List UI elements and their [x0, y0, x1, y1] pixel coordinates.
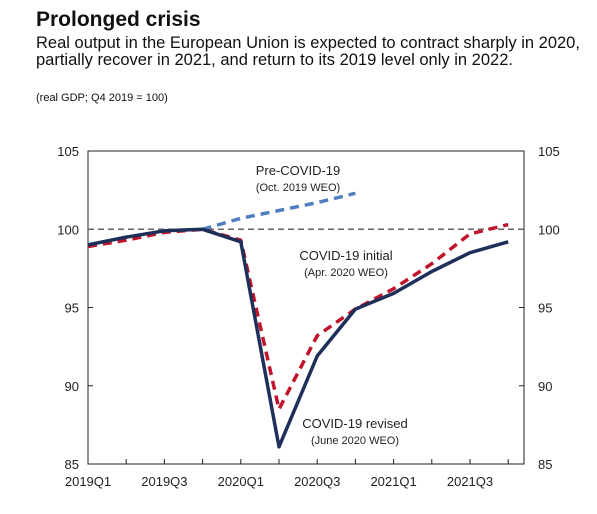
series-covid-initial-line	[87, 222, 509, 411]
label-covid-initial: COVID-19 initial	[299, 248, 392, 263]
y-tick-label-left: 105	[57, 144, 79, 159]
y-tick-label-left: 90	[65, 379, 79, 394]
unit-note: (real GDP; Q4 2019 = 100)	[36, 92, 168, 104]
x-tick-label: 2021Q1	[370, 474, 416, 489]
x-tick-label: 2019Q3	[141, 474, 187, 489]
y-tick-label-right: 105	[538, 144, 560, 159]
x-tick-label: 2020Q3	[294, 474, 340, 489]
y-tick-label-left: 85	[65, 457, 79, 472]
label-covid-initial-note: (Apr. 2020 WEO)	[304, 267, 388, 279]
y-tick-label-left: 100	[57, 222, 79, 237]
x-tick-label: 2021Q3	[447, 474, 493, 489]
series-pre-covid-line	[202, 191, 356, 231]
label-pre-covid-note: (Oct. 2019 WEO)	[256, 182, 340, 194]
x-tick-label: 2019Q1	[65, 474, 111, 489]
label-pre-covid: Pre-COVID-19	[256, 163, 341, 178]
series-covid-revised-line	[87, 227, 509, 449]
label-covid-revised-note: (June 2020 WEO)	[311, 435, 399, 447]
y-tick-label-right: 100	[538, 222, 560, 237]
chart-title: Prolonged crisis	[36, 8, 201, 31]
chart-subtitle: Real output in the European Union is exp…	[36, 34, 580, 69]
y-tick-label-left: 95	[65, 301, 79, 316]
y-tick-label-right: 90	[538, 379, 552, 394]
x-tick-label: 2020Q1	[218, 474, 264, 489]
y-tick-label-right: 85	[538, 457, 552, 472]
label-covid-revised: COVID-19 revised	[302, 416, 407, 431]
y-tick-label-right: 95	[538, 301, 552, 316]
